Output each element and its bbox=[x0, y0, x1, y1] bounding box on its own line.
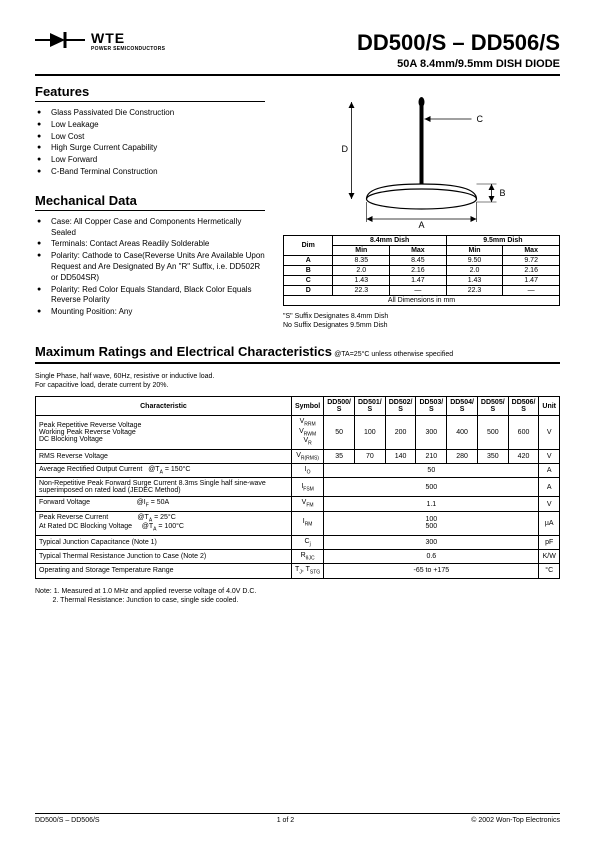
electrical-table: CharacteristicSymbolDD500/SDD501/SDD502/… bbox=[35, 396, 560, 578]
title-block: DD500/S – DD506/S 50A 8.4mm/9.5mm DISH D… bbox=[357, 30, 560, 70]
max-sub2: For capacitive load, derate current by 2… bbox=[35, 381, 560, 390]
right-column: D C B A Dim8.4mm Dish9.5 bbox=[283, 84, 560, 330]
note-1: 1. Measured at 1.0 MHz and applied rever… bbox=[54, 588, 257, 595]
product-subtitle: 50A 8.4mm/9.5mm DISH DIODE bbox=[357, 58, 560, 70]
dim-note-line2: No Suffix Designates 9.5mm Dish bbox=[283, 321, 560, 330]
company-name: WTE bbox=[91, 30, 165, 46]
company-tagline: POWER SEMICONDUCTORS bbox=[91, 46, 165, 52]
dimension-note: "S" Suffix Designates 8.4mm Dish No Suff… bbox=[283, 312, 560, 330]
max-subtext: Single Phase, half wave, 60Hz, resistive… bbox=[35, 372, 560, 390]
package-diagram: D C B A bbox=[283, 84, 560, 229]
list-item: Terminals: Contact Areas Readily Soldera… bbox=[35, 239, 265, 250]
list-item: Polarity: Cathode to Case(Reverse Units … bbox=[35, 251, 265, 283]
note-prefix: Note: bbox=[35, 588, 52, 595]
page-footer: DD500/S – DD506/S 1 of 2 © 2002 Won-Top … bbox=[35, 813, 560, 824]
svg-text:A: A bbox=[419, 220, 425, 229]
dimension-table: Dim8.4mm Dish9.5mm DishMinMaxMinMaxA8.35… bbox=[283, 235, 560, 306]
content-columns: Features Glass Passivated Die Constructi… bbox=[35, 84, 560, 330]
mechanical-heading: Mechanical Data bbox=[35, 193, 265, 208]
features-list: Glass Passivated Die ConstructionLow Lea… bbox=[35, 108, 265, 178]
note-2: 2. Thermal Resistance: Junction to case,… bbox=[53, 597, 239, 604]
left-column: Features Glass Passivated Die Constructi… bbox=[35, 84, 265, 330]
max-sub1: Single Phase, half wave, 60Hz, resistive… bbox=[35, 372, 560, 381]
list-item: High Surge Current Capability bbox=[35, 143, 265, 154]
diode-logo-icon bbox=[35, 30, 85, 50]
footer-left: DD500/S – DD506/S bbox=[35, 817, 100, 824]
mechanical-rule bbox=[35, 210, 265, 211]
list-item: Polarity: Red Color Equals Standard, Bla… bbox=[35, 285, 265, 307]
features-rule bbox=[35, 101, 265, 102]
header-rule bbox=[35, 74, 560, 76]
max-ratings-header: Maximum Ratings and Electrical Character… bbox=[35, 344, 560, 359]
svg-text:D: D bbox=[342, 144, 349, 154]
list-item: Low Leakage bbox=[35, 120, 265, 131]
logo-text: WTE POWER SEMICONDUCTORS bbox=[91, 30, 165, 52]
part-number: DD500/S – DD506/S bbox=[357, 30, 560, 56]
svg-text:C: C bbox=[477, 114, 484, 124]
list-item: Mounting Position: Any bbox=[35, 307, 265, 318]
list-item: Low Cost bbox=[35, 132, 265, 143]
footer-center: 1 of 2 bbox=[277, 817, 295, 824]
max-rule bbox=[35, 362, 560, 364]
logo-block: WTE POWER SEMICONDUCTORS bbox=[35, 30, 165, 52]
page-header: WTE POWER SEMICONDUCTORS DD500/S – DD506… bbox=[35, 30, 560, 70]
footer-right: © 2002 Won-Top Electronics bbox=[471, 817, 560, 824]
dim-note-line1: "S" Suffix Designates 8.4mm Dish bbox=[283, 312, 560, 321]
svg-text:B: B bbox=[500, 188, 506, 198]
max-condition: @TA=25°C unless otherwise specified bbox=[334, 351, 453, 358]
features-heading: Features bbox=[35, 84, 265, 99]
max-heading: Maximum Ratings and Electrical Character… bbox=[35, 344, 332, 359]
table-notes: Note: 1. Measured at 1.0 MHz and applied… bbox=[35, 587, 560, 605]
list-item: Glass Passivated Die Construction bbox=[35, 108, 265, 119]
list-item: Low Forward bbox=[35, 155, 265, 166]
list-item: C-Band Terminal Construction bbox=[35, 167, 265, 178]
mechanical-list: Case: All Copper Case and Components Her… bbox=[35, 217, 265, 318]
list-item: Case: All Copper Case and Components Her… bbox=[35, 217, 265, 239]
